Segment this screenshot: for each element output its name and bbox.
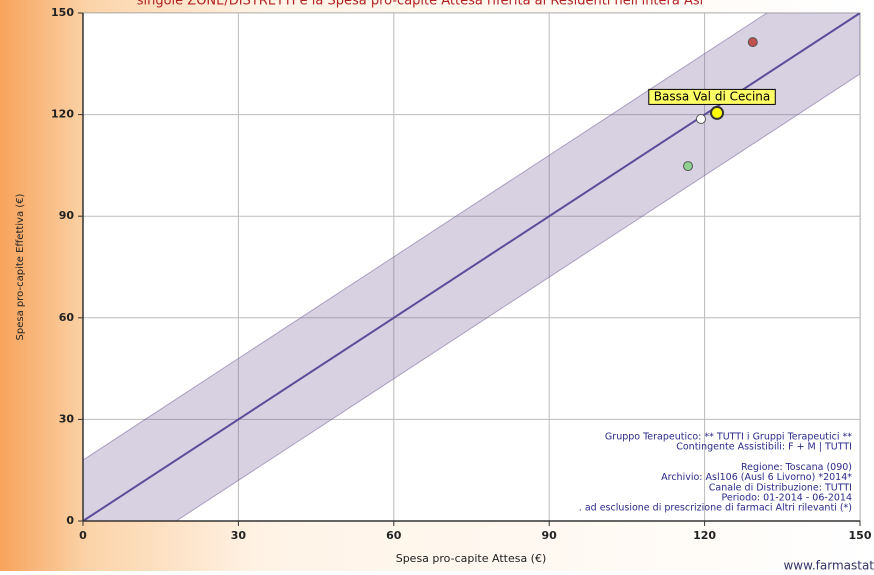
point-label-box bbox=[648, 88, 776, 105]
data-point bbox=[710, 105, 725, 120]
y-tick-label: 30 bbox=[59, 412, 75, 425]
point-label: Bassa Val di Cecina bbox=[654, 89, 770, 103]
x-tick-label: 120 bbox=[693, 529, 716, 542]
x-tick-label: 90 bbox=[542, 529, 558, 542]
note: Periodo: 01-2014 - 06-2014 bbox=[721, 493, 852, 504]
y-axis-label: Spesa pro-capite Effettiva (€) bbox=[15, 193, 26, 340]
y-tick-label: 120 bbox=[51, 108, 74, 121]
data-point bbox=[747, 37, 758, 48]
chart-title: singole ZONE/DISTRETTI e la Spesa pro-ca… bbox=[137, 0, 704, 9]
x-axis-label: Spesa pro-capite Attesa (€) bbox=[396, 552, 547, 565]
note: Gruppo Terapeutico: ** TUTTI i Gruppi Te… bbox=[605, 432, 852, 443]
x-tick-label: 60 bbox=[386, 529, 402, 542]
y-tick-label: 90 bbox=[59, 209, 75, 222]
y-tick-label: 0 bbox=[66, 514, 74, 527]
y-tick-label: 60 bbox=[59, 311, 75, 324]
x-tick-label: 0 bbox=[79, 529, 87, 542]
x-tick-label: 30 bbox=[231, 529, 247, 542]
x-tick-label: 150 bbox=[849, 529, 872, 542]
watermark: www.farmastat bbox=[783, 559, 874, 572]
y-tick-label: 150 bbox=[51, 6, 74, 19]
note: Regione: Toscana (090) bbox=[741, 462, 852, 473]
note: Canale di Distribuzione: TUTTI bbox=[709, 482, 852, 493]
note: . ad esclusione di prescrizione di farma… bbox=[579, 503, 852, 514]
note: Archivio: Asl106 (Ausl 6 Livorno) *2014* bbox=[661, 472, 852, 483]
note: Contingente Assistibili: F + M | TUTTI bbox=[676, 442, 852, 453]
data-point bbox=[683, 161, 694, 172]
data-point bbox=[695, 114, 706, 125]
